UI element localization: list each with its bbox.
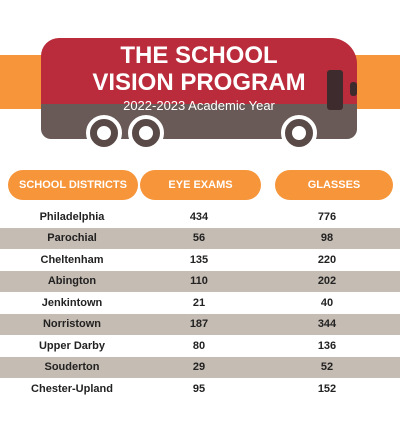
glasses-cell: 344 — [317, 318, 337, 331]
table-row: Upper Darby 80 136 — [0, 335, 400, 357]
glasses-cell: 152 — [317, 382, 337, 395]
column-header-districts: SCHOOL DISTRICTS — [8, 170, 138, 200]
district-cell: Norristown — [42, 318, 102, 331]
eye-exams-cell: 21 — [192, 296, 206, 309]
district-cell: Parochial — [47, 232, 97, 245]
eye-exams-cell: 187 — [189, 318, 209, 331]
table-row: Abington 110 202 — [0, 270, 400, 292]
bus-wheel-icon — [86, 115, 122, 151]
table-row: Philadelphia 434 776 — [0, 206, 400, 228]
district-cell: Souderton — [44, 361, 100, 374]
eye-exams-cell: 80 — [192, 339, 206, 352]
glasses-cell: 52 — [320, 361, 334, 374]
column-header-eye-exams: EYE EXAMS — [140, 170, 261, 200]
glasses-cell: 776 — [317, 210, 337, 223]
bus-wheel-icon — [128, 115, 164, 151]
district-cell: Upper Darby — [38, 339, 106, 352]
data-table: Philadelphia 434 776 Parochial 56 98 Che… — [0, 206, 400, 400]
title-line-2: VISION PROGRAM — [92, 69, 306, 96]
table-row: Jenkintown 21 40 — [0, 292, 400, 314]
bus-wheel-icon — [281, 115, 317, 151]
subtitle: 2022-2023 Academic Year — [123, 98, 275, 113]
column-header-glasses: GLASSES — [275, 170, 393, 200]
eye-exams-cell: 434 — [189, 210, 209, 223]
glasses-cell: 220 — [317, 253, 337, 266]
bus-window — [327, 70, 343, 110]
eye-exams-cell: 56 — [192, 232, 206, 245]
glasses-cell: 40 — [320, 296, 334, 309]
glasses-cell: 136 — [317, 339, 337, 352]
table-row: Souderton 29 52 — [0, 356, 400, 378]
eye-exams-cell: 95 — [192, 382, 206, 395]
title-line-1: THE SCHOOL — [120, 42, 278, 69]
glasses-cell: 202 — [317, 275, 337, 288]
table-row: Cheltenham 135 220 — [0, 249, 400, 271]
table-row: Parochial 56 98 — [0, 227, 400, 249]
bus-headlight — [350, 82, 357, 96]
eye-exams-cell: 110 — [190, 275, 208, 288]
glasses-cell: 98 — [320, 232, 334, 245]
district-cell: Chester-Upland — [31, 382, 113, 395]
eye-exams-cell: 29 — [192, 361, 206, 374]
district-cell: Abington — [47, 275, 97, 288]
district-cell: Cheltenham — [40, 253, 104, 266]
district-cell: Jenkintown — [41, 296, 103, 309]
table-row: Chester-Upland 95 152 — [0, 378, 400, 400]
page-title: THE SCHOOL VISION PROGRAM 2022-2023 Acad… — [41, 42, 357, 114]
eye-exams-cell: 135 — [189, 253, 209, 266]
table-row: Norristown 187 344 — [0, 313, 400, 335]
district-cell: Philadelphia — [39, 210, 105, 223]
